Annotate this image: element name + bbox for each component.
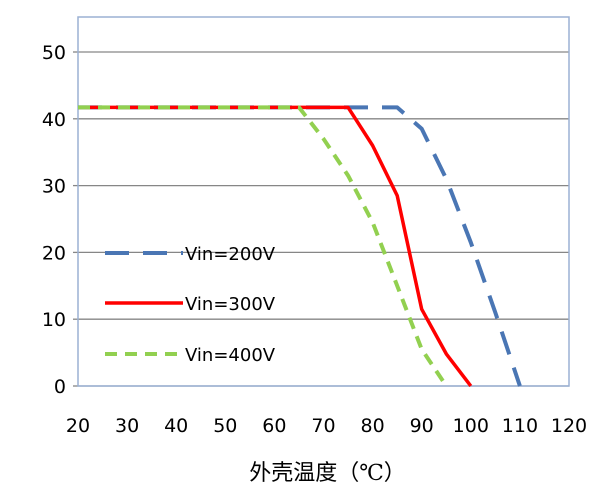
data-series <box>78 105 522 388</box>
ytick-label-40: 40 <box>42 109 66 131</box>
xtick-label-80: 80 <box>361 415 385 437</box>
series-line-vin-200v <box>78 105 522 387</box>
legend-label-1: Vin=300V <box>185 294 276 315</box>
ytick-label-10: 10 <box>42 309 66 331</box>
xtick-label-40: 40 <box>164 415 188 437</box>
ytick-label-50: 50 <box>42 42 66 64</box>
legend-label-0: Vin=200V <box>185 244 276 265</box>
xtick-label-120: 120 <box>551 415 587 437</box>
ytick-label-0: 0 <box>54 376 66 398</box>
series-line-vin-400v <box>78 105 448 388</box>
legend: Vin=200V Vin=300V Vin=400V <box>105 244 276 366</box>
xtick-label-90: 90 <box>410 415 434 437</box>
grid-lines <box>73 51 569 387</box>
ytick-label-20: 20 <box>42 242 66 264</box>
xtick-label-110: 110 <box>502 415 538 437</box>
xtick-label-100: 100 <box>453 415 489 437</box>
x-axis-tick-labels: 20 30 40 50 60 70 80 90 100 110 120 <box>66 415 587 437</box>
y-axis-tick-labels: 0 10 20 30 40 50 <box>42 42 66 398</box>
x-axis-title: 外壳温度（℃） <box>249 461 406 486</box>
plot-area-border <box>77 16 570 387</box>
xtick-label-20: 20 <box>66 415 90 437</box>
legend-label-2: Vin=400V <box>185 345 276 366</box>
xtick-label-50: 50 <box>213 415 237 437</box>
ytick-label-30: 30 <box>42 176 66 198</box>
xtick-label-30: 30 <box>115 415 139 437</box>
xtick-label-60: 60 <box>262 415 286 437</box>
xtick-label-70: 70 <box>311 415 335 437</box>
